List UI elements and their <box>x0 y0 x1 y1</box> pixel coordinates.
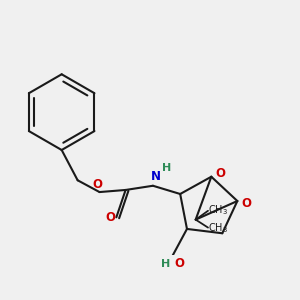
Text: H: H <box>162 163 172 173</box>
Text: CH$_3$: CH$_3$ <box>208 203 228 217</box>
Text: H: H <box>161 259 170 269</box>
Text: O: O <box>93 178 103 191</box>
Text: O: O <box>174 257 184 270</box>
Text: N: N <box>151 170 161 183</box>
Text: O: O <box>105 211 115 224</box>
Text: O: O <box>242 196 252 210</box>
Text: CH$_3$: CH$_3$ <box>208 221 228 235</box>
Text: O: O <box>216 167 226 180</box>
